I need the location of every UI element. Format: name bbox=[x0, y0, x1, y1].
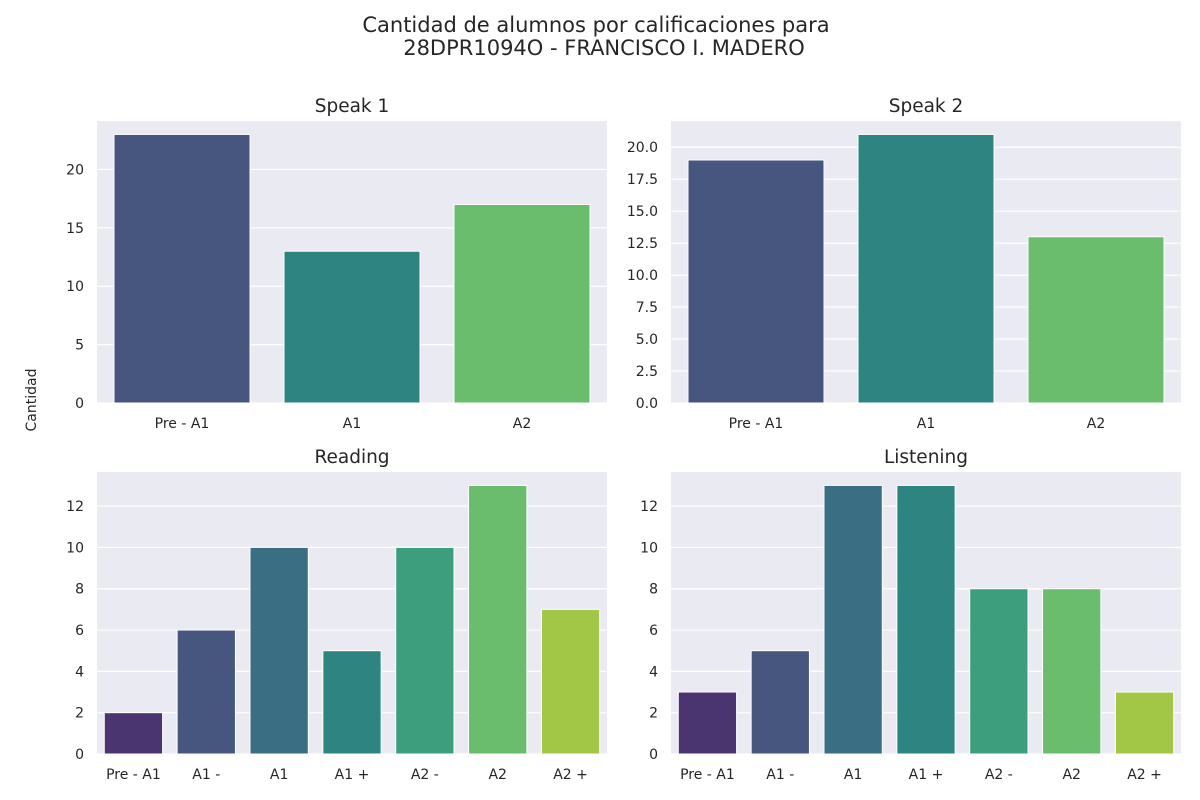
bar-a1 bbox=[823, 484, 883, 755]
x-tick-label: A1 bbox=[917, 416, 935, 432]
y-tick-label: 4 bbox=[649, 664, 658, 680]
y-tick-label: 8 bbox=[75, 582, 84, 598]
x-tick-label: A1 - bbox=[766, 767, 794, 783]
bar-pre-a1 bbox=[103, 712, 164, 755]
bar-a1 bbox=[896, 484, 956, 755]
y-tick-label: 15.0 bbox=[627, 204, 658, 220]
bar-a2 bbox=[395, 546, 455, 755]
x-tick-label: A1 - bbox=[192, 767, 220, 783]
figure-title-line-2: 28DPR1094O - FRANCISCO I. MADERO bbox=[403, 36, 805, 60]
y-tick-label: 2 bbox=[649, 706, 658, 722]
y-tick-label: 10 bbox=[66, 279, 84, 295]
y-tick-label: 17.5 bbox=[627, 172, 658, 188]
y-tick-label: 10.0 bbox=[627, 268, 658, 284]
y-tick-label: 12.5 bbox=[627, 236, 658, 252]
x-tick-label: A2 + bbox=[1127, 767, 1162, 783]
y-tick-label: 2 bbox=[75, 706, 84, 722]
figure-title-line-1: Cantidad de alumnos por calificaciones p… bbox=[362, 13, 829, 37]
bar-a2 bbox=[1114, 691, 1175, 755]
bar-a2 bbox=[1042, 588, 1102, 755]
x-tick-label: A2 bbox=[488, 767, 506, 783]
y-tick-label: 2.5 bbox=[636, 364, 658, 380]
x-tick-label: A2 bbox=[513, 416, 531, 432]
x-tick-label: A1 bbox=[270, 767, 288, 783]
y-axis-label: Cantidad bbox=[24, 369, 40, 432]
y-tick-label: 0 bbox=[75, 396, 84, 412]
subplot-4: 0 2 4 6 8 10 12 Pre - A1 A1 - A1 A1 + A2 - A2 A2 + Lis… bbox=[640, 447, 1181, 783]
subplot-title: Listening bbox=[884, 447, 968, 468]
x-tick-label: Pre - A1 bbox=[106, 767, 161, 783]
x-tick-label: A1 bbox=[844, 767, 862, 783]
y-tick-label: 15 bbox=[66, 221, 84, 237]
bar-a1 bbox=[857, 133, 995, 404]
bar-pre-a1 bbox=[687, 159, 825, 404]
x-tick-label: A2 + bbox=[553, 767, 588, 783]
subplot-title: Speak 2 bbox=[889, 96, 964, 117]
y-tick-label: 7.5 bbox=[636, 300, 658, 316]
bar-a2 bbox=[540, 608, 601, 755]
bar-a1 bbox=[176, 629, 236, 755]
bar-a1 bbox=[750, 650, 810, 755]
x-tick-label: A2 - bbox=[411, 767, 439, 783]
y-tick-label: 0.0 bbox=[636, 396, 658, 412]
y-tick-label: 5.0 bbox=[636, 332, 658, 348]
y-tick-label: 12 bbox=[640, 499, 658, 515]
y-tick-label: 6 bbox=[649, 623, 658, 639]
bar-pre-a1 bbox=[677, 691, 738, 755]
y-tick-label: 5 bbox=[75, 338, 84, 354]
y-tick-label: 8 bbox=[649, 582, 658, 598]
x-tick-label: Pre - A1 bbox=[729, 416, 784, 432]
x-tick-label: Pre - A1 bbox=[155, 416, 210, 432]
x-tick-label: A1 + bbox=[335, 767, 370, 783]
bar-a1 bbox=[322, 650, 382, 755]
bar-a2 bbox=[1027, 236, 1165, 404]
x-tick-label: A2 bbox=[1087, 416, 1105, 432]
y-tick-label: 0 bbox=[75, 747, 84, 763]
subplot-title: Speak 1 bbox=[315, 96, 390, 117]
y-tick-label: 10 bbox=[640, 540, 658, 556]
bar-pre-a1 bbox=[113, 133, 251, 404]
subplot-title: Reading bbox=[314, 447, 389, 468]
x-tick-label: A1 bbox=[343, 416, 361, 432]
y-tick-label: 12 bbox=[66, 499, 84, 515]
subplot-2: 0.0 2.5 5.0 7.5 10.0 12.5 15.0 17.5 20.0 Pre - A1… bbox=[627, 96, 1181, 432]
y-tick-label: 20 bbox=[66, 162, 84, 178]
bar-a1 bbox=[249, 546, 309, 755]
y-tick-label: 0 bbox=[649, 747, 658, 763]
subplot-1: 0 5 10 15 20 Pre - A1 A1 A2 Speak 1 bbox=[66, 96, 607, 432]
subplot-3: 0 2 4 6 8 10 12 Pre - A1 A1 - A1 A1 + A2 - A2 A2 + Rea… bbox=[66, 447, 607, 783]
bar-a2 bbox=[969, 588, 1029, 755]
x-tick-label: Pre - A1 bbox=[680, 767, 735, 783]
bar-a2 bbox=[453, 203, 591, 404]
x-tick-label: A2 - bbox=[985, 767, 1013, 783]
x-tick-label: A2 bbox=[1062, 767, 1080, 783]
bar-a1 bbox=[283, 250, 421, 404]
x-tick-label: A1 + bbox=[909, 767, 944, 783]
bar-a2 bbox=[468, 484, 528, 755]
y-tick-label: 20.0 bbox=[627, 140, 658, 156]
y-tick-label: 6 bbox=[75, 623, 84, 639]
y-tick-label: 10 bbox=[66, 540, 84, 556]
y-tick-label: 4 bbox=[75, 664, 84, 680]
